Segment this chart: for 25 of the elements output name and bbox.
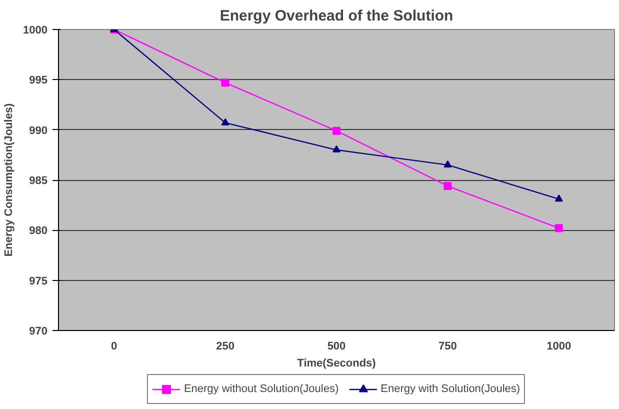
y-tick-label: 1000 (23, 24, 48, 36)
point (554, 224, 563, 232)
legend-label: Energy with Solution(Joules) (380, 383, 520, 395)
point (332, 126, 340, 135)
chart-title: Energy Overhead of the Solution (220, 8, 454, 24)
x-axis-title: Time(Seconds) (297, 358, 376, 370)
x-tick-label: 0 (111, 340, 118, 352)
x-tick-label: 750 (438, 340, 457, 352)
y-tick-label: 990 (29, 124, 48, 137)
legend-label: Energy without Solution(Joules) (184, 383, 339, 395)
y-tick-label: 980 (29, 225, 48, 238)
y-tick-label: 970 (29, 326, 48, 338)
y-tick-label: 985 (29, 175, 48, 187)
x-tick-label: 500 (327, 340, 346, 352)
point (444, 160, 452, 168)
point (221, 118, 230, 126)
point (444, 182, 452, 190)
x-tick-label: 250 (216, 340, 234, 352)
x-tick-label: 1000 (546, 340, 572, 352)
y-axis-title: Energy Consumption(Joules) (3, 102, 16, 257)
point (554, 194, 563, 202)
point (332, 145, 340, 152)
y-tick-label: 995 (29, 74, 48, 87)
point (221, 78, 230, 87)
y-tick-label: 975 (29, 275, 48, 288)
